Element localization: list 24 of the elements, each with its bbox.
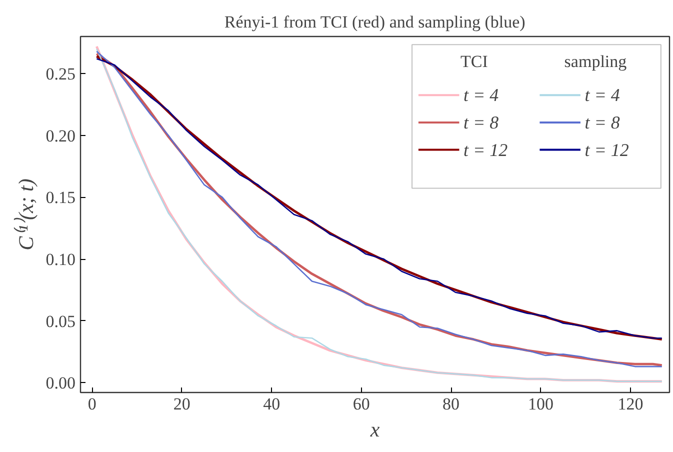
x-tick-label: 60 [352, 394, 370, 414]
x-tick-label: 40 [263, 394, 280, 414]
x-tick-label: 100 [528, 394, 554, 414]
y-tick-label: 0.25 [46, 64, 76, 84]
x-tick-label: 120 [618, 394, 644, 414]
legend-label: t = 8 [584, 112, 620, 132]
x-axis-title: x [369, 418, 380, 442]
annotation: sampling [564, 52, 628, 71]
legend-label: t = 12 [464, 140, 508, 160]
x-tick-label: 0 [88, 394, 96, 414]
y-tick-label: 0.10 [46, 250, 76, 269]
y-tick-label: 0.00 [46, 374, 76, 393]
y-tick-label: 0.15 [46, 188, 76, 208]
y-tick-label: 0.05 [46, 312, 76, 331]
chart-title: Rényi-1 from TCI (red) and sampling (blue) [224, 12, 526, 32]
y-axis-title: C⁽¹⁾(x; t) [12, 178, 38, 250]
x-tick-label: 80 [442, 394, 460, 414]
legend-label: t = 8 [464, 112, 499, 132]
annotation: TCI [460, 52, 488, 71]
y-tick-label: 0.20 [46, 126, 76, 146]
legend-label: t = 12 [584, 140, 629, 160]
legend-label: t = 4 [464, 85, 499, 106]
x-tick-label: 20 [173, 394, 190, 414]
legend-label: t = 4 [584, 85, 620, 106]
